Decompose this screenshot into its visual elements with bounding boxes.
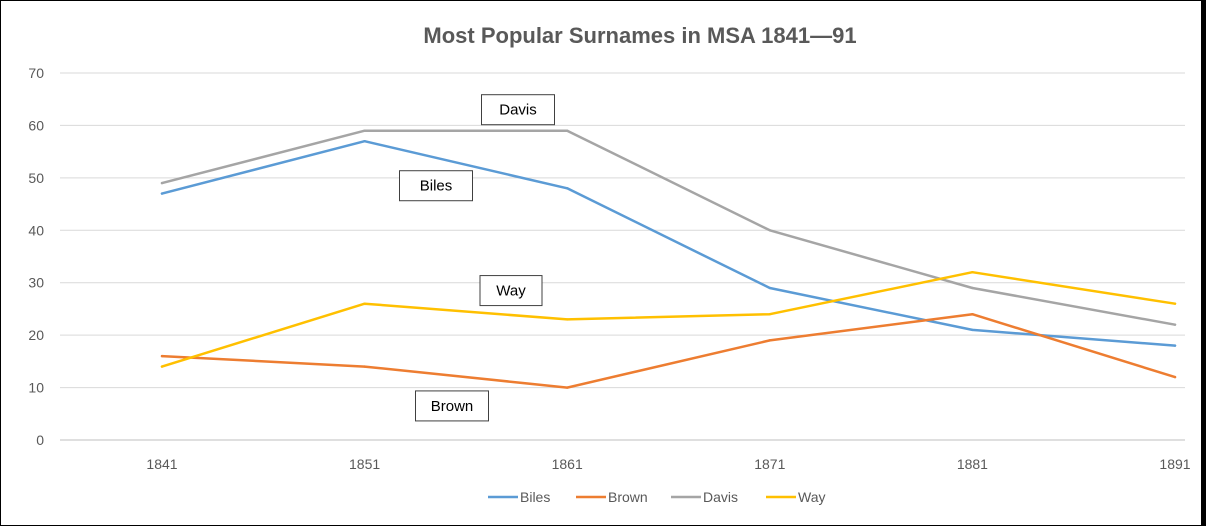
legend: Biles Brown Davis Way — [488, 489, 825, 505]
data-point-davis-1851 — [363, 129, 366, 132]
data-point-way-1891 — [1173, 302, 1177, 305]
y-tick-label-0: 0 — [36, 432, 44, 448]
data-point-davis-1841 — [160, 181, 164, 185]
data-point-brown-1891 — [1173, 375, 1177, 379]
data-point-way-1871 — [768, 312, 771, 316]
data-point-way-1861 — [566, 318, 569, 321]
x-tick-label-1851: 1851 — [349, 456, 380, 472]
data-point-biles-1881 — [971, 328, 974, 332]
chart-title: Most Popular Surnames in MSA 1841—91 — [423, 23, 856, 48]
series-line-davis — [160, 129, 1177, 326]
y-tick-label-50: 50 — [28, 170, 44, 186]
legend-label-davis: Davis — [703, 489, 738, 505]
x-axis-ticks: 1841 1851 1861 1871 1881 1891 — [146, 456, 1190, 472]
series-line-way — [160, 270, 1177, 368]
data-point-davis-1871 — [768, 229, 771, 232]
series-callouts: Davis Biles Way Brown — [399, 94, 555, 422]
data-point-brown-1841 — [160, 354, 164, 358]
legend-label-biles: Biles — [520, 489, 550, 505]
callout-label-davis: Davis — [499, 102, 537, 119]
legend-label-brown: Brown — [608, 489, 648, 505]
x-tick-label-1881: 1881 — [957, 456, 988, 472]
callout-label-brown: Brown — [431, 398, 474, 415]
data-point-way-1881 — [971, 271, 974, 274]
callout-biles: Biles — [399, 170, 473, 202]
chart-frame-right-edge — [1201, 0, 1206, 526]
data-point-way-1851 — [363, 302, 366, 305]
callout-box-biles — [399, 170, 473, 202]
series-line-biles — [160, 139, 1177, 347]
data-point-biles-1861 — [566, 187, 569, 190]
legend-label-way: Way — [798, 489, 825, 505]
y-tick-label-30: 30 — [28, 275, 44, 291]
data-point-davis-1861 — [566, 129, 569, 132]
callout-label-biles: Biles — [420, 178, 453, 195]
x-tick-label-1891: 1891 — [1159, 456, 1190, 472]
callout-brown: Brown — [415, 390, 489, 422]
data-point-davis-1881 — [971, 286, 974, 290]
x-tick-label-1841: 1841 — [146, 456, 177, 472]
y-tick-label-20: 20 — [28, 327, 44, 343]
callout-box-brown — [415, 390, 489, 422]
gridlines — [60, 72, 1185, 441]
y-tick-label-70: 70 — [28, 65, 44, 81]
y-tick-label-40: 40 — [28, 222, 44, 238]
data-point-brown-1861 — [566, 386, 569, 389]
data-point-biles-1891 — [1173, 344, 1177, 347]
callout-box-davis — [481, 94, 555, 126]
data-point-way-1841 — [160, 365, 164, 368]
callout-label-way: Way — [496, 283, 526, 300]
data-point-biles-1841 — [160, 192, 164, 195]
data-point-biles-1851 — [363, 139, 366, 143]
y-tick-label-60: 60 — [28, 117, 44, 133]
data-point-brown-1881 — [971, 312, 974, 316]
x-tick-label-1861: 1861 — [552, 456, 583, 472]
y-axis-ticks: 0 10 20 30 40 50 60 70 — [28, 65, 44, 448]
data-point-brown-1851 — [363, 365, 366, 368]
data-point-davis-1891 — [1173, 323, 1177, 326]
series-lines — [160, 129, 1177, 389]
data-point-biles-1871 — [768, 286, 771, 290]
callout-box-way — [479, 275, 543, 307]
x-tick-label-1871: 1871 — [754, 456, 785, 472]
data-point-brown-1871 — [768, 339, 771, 342]
y-tick-label-10: 10 — [28, 380, 44, 396]
callout-way: Way — [479, 275, 543, 307]
series-line-brown — [160, 312, 1177, 389]
callout-davis: Davis — [481, 94, 555, 126]
